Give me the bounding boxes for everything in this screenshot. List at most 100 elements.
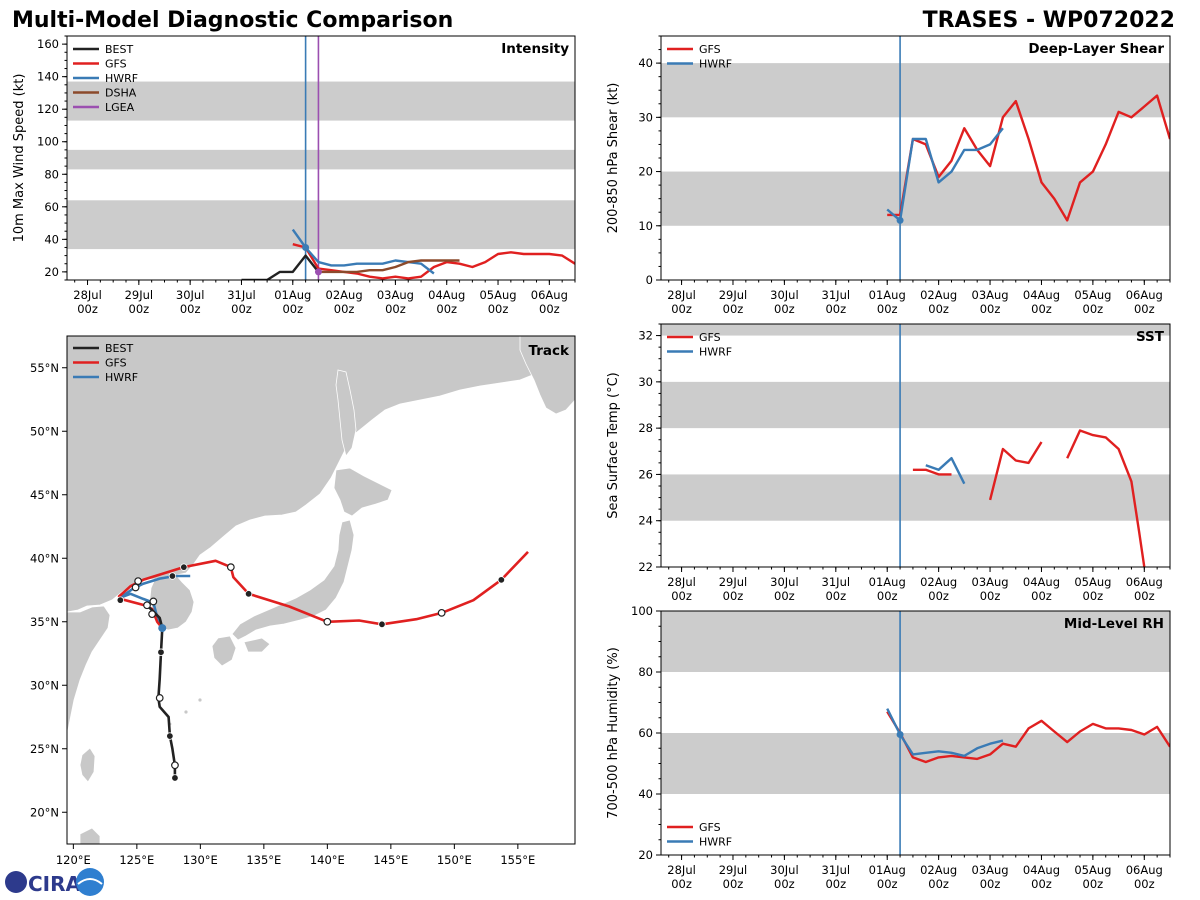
y-tick-label: 28 (638, 421, 653, 435)
x-tick-date: 03Aug (377, 288, 414, 302)
y-tick-label: 20 (44, 265, 59, 279)
x-tick-hour: 00z (1134, 302, 1155, 316)
x-tick-hour: 00z (385, 302, 406, 316)
series-line-dsha (318, 259, 460, 274)
logo-globe-right-icon (76, 868, 104, 896)
x-tick-hour: 00z (671, 589, 692, 603)
shaded-band (661, 611, 1170, 672)
track-marker-filled (171, 774, 179, 782)
x-tick-date: 03Aug (972, 863, 1009, 877)
series-line-gfs (988, 441, 1043, 501)
x-tick-date: 02Aug (920, 575, 957, 589)
x-tick-date: 29Jul (719, 288, 748, 302)
y-tick-label: 140 (37, 70, 59, 84)
x-tick-hour: 00z (723, 877, 744, 891)
y-tick-label: 100 (37, 135, 59, 149)
lat-tick-label: 50°N (30, 424, 59, 438)
legend-label-gfs: GFS (105, 357, 127, 370)
legend-label-hwrf: HWRF (699, 346, 732, 359)
x-tick-date: 03Aug (972, 575, 1009, 589)
x-tick-hour: 00z (980, 589, 1001, 603)
legend-label-best: BEST (105, 342, 133, 355)
sakhalin (335, 369, 357, 457)
shaded-band (661, 171, 1170, 226)
shaded-band (67, 149, 575, 170)
y-tick-label: 24 (638, 514, 653, 528)
x-tick-hour: 00z (980, 877, 1001, 891)
x-tick-date: 01Aug (869, 288, 906, 302)
x-tick-hour: 00z (1031, 302, 1052, 316)
logo-text: CIRA (28, 872, 82, 896)
x-tick-hour: 00z (877, 589, 898, 603)
track-marker-open (143, 601, 151, 610)
x-tick-date: 01Aug (274, 288, 311, 302)
track-marker-filled (378, 620, 386, 628)
x-tick-date: 30Jul (770, 288, 799, 302)
series-line-gfs (886, 710, 1170, 764)
x-tick-date: 30Jul (176, 288, 205, 302)
y-tick-label: 30 (638, 375, 653, 389)
track-init-marker (158, 624, 167, 633)
x-tick-hour: 00z (877, 302, 898, 316)
x-tick-hour: 00z (77, 302, 98, 316)
track-marker-open (155, 694, 164, 702)
y-tick-label: 160 (37, 37, 59, 51)
track-marker-open (171, 761, 179, 770)
x-tick-date: 04Aug (1023, 575, 1060, 589)
y-tick-label: 26 (638, 467, 653, 481)
x-tick-hour: 00z (877, 877, 898, 891)
taiwan (79, 747, 96, 783)
x-tick-hour: 00z (1134, 877, 1155, 891)
intensity-plot-area (67, 36, 575, 280)
x-tick-date: 28Jul (667, 288, 696, 302)
x-tick-hour: 00z (928, 877, 949, 891)
shear-panel: 01020304028Jul00z29Jul00z30Jul00z31Jul00… (606, 35, 1171, 316)
lat-tick-label: 45°N (30, 488, 59, 502)
shear-title: Deep-Layer Shear (1028, 41, 1164, 57)
x-tick-hour: 00z (180, 302, 201, 316)
x-tick-hour: 00z (825, 877, 846, 891)
lat-tick-label: 20°N (30, 805, 59, 819)
figure-title: Multi-Model Diagnostic Comparison (12, 8, 453, 33)
x-tick-date: 06Aug (1126, 863, 1163, 877)
track-marker-open (148, 610, 156, 619)
y-tick-label: 80 (44, 167, 59, 181)
y-tick-label: 0 (646, 273, 653, 287)
x-tick-hour: 00z (723, 302, 744, 316)
x-tick-date: 05Aug (1074, 863, 1111, 877)
lat-tick-label: 55°N (30, 361, 59, 375)
x-tick-date: 06Aug (1126, 575, 1163, 589)
x-tick-date: 29Jul (719, 575, 748, 589)
x-tick-date: 31Jul (822, 575, 851, 589)
x-tick-date: 28Jul (73, 288, 102, 302)
x-tick-date: 31Jul (822, 863, 851, 877)
lon-tick-label: 125°E (119, 853, 154, 867)
y-tick-label: 32 (638, 329, 653, 343)
legend-label-lgea: LGEA (105, 101, 135, 114)
land-masses (66, 335, 576, 845)
legend-label-hwrf: HWRF (699, 836, 732, 849)
y-tick-label: 60 (44, 200, 59, 214)
x-tick-hour: 00z (928, 589, 949, 603)
x-tick-hour: 00z (774, 302, 795, 316)
x-tick-hour: 00z (282, 302, 303, 316)
legend-label-gfs: GFS (105, 58, 127, 71)
legend-label-hwrf: HWRF (105, 72, 138, 85)
shaded-band (661, 474, 1170, 521)
lat-tick-label: 30°N (30, 678, 59, 692)
y-tick-label: 30 (638, 110, 653, 124)
intensity-ylabel: 10m Max Wind Speed (kt) (12, 74, 27, 243)
x-tick-date: 02Aug (920, 863, 957, 877)
sst-panel: 22242628303228Jul00z29Jul00z30Jul00z31Ju… (606, 323, 1171, 603)
y-tick-label: 100 (631, 604, 653, 618)
y-tick-label: 10 (638, 219, 653, 233)
china-coast (66, 605, 111, 736)
lon-tick-label: 120°E (56, 853, 91, 867)
x-tick-hour: 00z (1083, 589, 1104, 603)
intensity-title: Intensity (501, 41, 569, 57)
x-tick-hour: 00z (1083, 302, 1104, 316)
lon-tick-label: 155°E (500, 853, 535, 867)
lon-tick-label: 130°E (183, 853, 218, 867)
ryukyu-island (183, 709, 189, 715)
track-marker-open (131, 583, 140, 592)
